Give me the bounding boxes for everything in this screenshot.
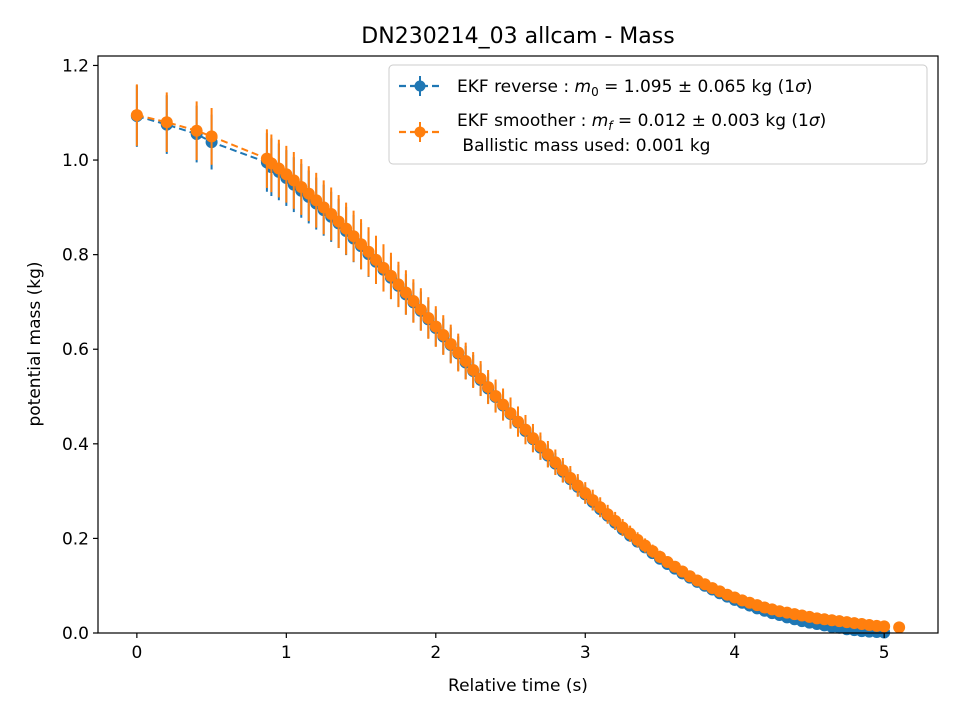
series-1-point-41: [534, 440, 547, 453]
x-tick-label-1: 1: [281, 643, 292, 663]
legend-label-ballistic-mass: Ballistic mass used: 0.001 kg: [457, 136, 710, 156]
legend-label-ekf-reverse-subscript: 0: [591, 85, 599, 99]
legend-label-ekf-reverse-symbol: m: [575, 77, 592, 97]
series-1-point-27: [429, 320, 442, 333]
series-1-point-19: [370, 253, 383, 266]
legend-marker-ekf-reverse: [414, 80, 426, 92]
series-1-point-39: [519, 423, 532, 436]
series-1-point-15: [340, 222, 353, 235]
series-1-point-22: [392, 278, 405, 291]
series-1-point-11: [310, 194, 323, 207]
plot-frame: [97, 55, 939, 634]
series-1-point-30: [452, 346, 465, 359]
series-1-point-29: [444, 338, 457, 351]
legend-label-ekf-smoother-symbol: m: [592, 111, 609, 131]
series-1-point-0: [130, 109, 143, 122]
legend-label-ekf-smoother-subscript: f: [608, 119, 614, 133]
series-1-point-16: [347, 230, 360, 243]
legend-entry-ekf-reverse: EKF reverse : m0 = 1.095 ± 0.065 kg (1σ): [399, 76, 812, 99]
y-tick-label-1: 0.2: [62, 529, 89, 549]
x-tick-label-5: 5: [879, 643, 890, 663]
series-1-point-38: [512, 415, 524, 428]
series-1-point-47: [579, 487, 592, 500]
legend-label-ekf-smoother-value: = 0.012 ± 0.003 kg (1: [613, 111, 809, 131]
chart-title: DN230214_03 allcam - Mass: [361, 24, 674, 49]
series-1-point-42: [541, 448, 554, 461]
plot-series-group: [130, 84, 906, 639]
y-tick-label-6: 1.2: [62, 56, 89, 76]
series-1-point-23: [399, 286, 412, 299]
y-tick-label-0: 0.0: [62, 624, 89, 644]
legend-entry-ekf-smoother: EKF smoother : mf = 0.012 ± 0.003 kg (1σ…: [399, 111, 826, 156]
series-1-point-44: [556, 464, 569, 477]
legend-label-ekf-smoother-close: ): [820, 111, 827, 131]
series-1-point-25: [414, 303, 427, 316]
legend-label-ekf-smoother: EKF smoother : mf = 0.012 ± 0.003 kg (1σ…: [457, 111, 826, 133]
series-1-point-49: [594, 501, 607, 514]
x-axis-label: Relative time (s): [448, 676, 588, 696]
series-1-point-1: [160, 116, 173, 129]
x-tick-label-0: 0: [131, 643, 142, 663]
legend: EKF reverse : m0 = 1.095 ± 0.065 kg (1σ)…: [388, 64, 928, 165]
legend-label-ekf-reverse-sigma: σ: [795, 77, 807, 97]
legend-label-ekf-reverse: EKF reverse : m0 = 1.095 ± 0.065 kg (1σ): [457, 77, 812, 99]
legend-label-ekf-reverse-close: ): [806, 77, 813, 97]
x-tick-label-3: 3: [580, 643, 591, 663]
series-1-point-2: [190, 124, 203, 137]
legend-label-ekf-reverse-main: EKF reverse :: [457, 77, 575, 97]
series-1-point-88: [893, 621, 906, 634]
series-1-point-33: [474, 372, 487, 385]
x-tick-label-2: 2: [430, 643, 441, 663]
series-1-point-20: [377, 261, 390, 274]
series-1-point-31: [459, 355, 472, 368]
series-1-point-14: [332, 215, 345, 228]
series-1-point-18: [362, 245, 375, 258]
series-1-point-24: [407, 294, 420, 307]
series-1-point-13: [325, 207, 338, 220]
series-1-point-43: [549, 456, 562, 469]
legend-label-ekf-smoother-main: EKF smoother :: [457, 111, 592, 131]
series-1-point-45: [564, 471, 577, 484]
series-1-point-32: [467, 364, 480, 377]
x-axis: 0 1 2 3 4 5: [131, 633, 890, 663]
series-1-point-34: [482, 381, 495, 394]
x-tick-label-4: 4: [729, 643, 740, 663]
legend-marker-ekf-smoother: [414, 126, 426, 138]
series-1-point-35: [489, 390, 502, 403]
series-1-point-28: [437, 329, 450, 342]
series-1-point-46: [571, 479, 584, 492]
series-1-point-36: [497, 398, 510, 411]
y-tick-label-3: 0.6: [62, 340, 89, 360]
legend-box: [388, 64, 928, 165]
series-1-point-87: [878, 620, 891, 633]
y-axis: 0.0 0.2 0.4 0.6 0.8 1.0 1.2: [62, 56, 98, 644]
series-1-point-3: [205, 130, 218, 143]
series-1-point-37: [504, 407, 517, 420]
y-tick-label-4: 0.8: [62, 246, 89, 266]
series-1-point-48: [586, 494, 599, 507]
series-1-point-17: [355, 238, 368, 251]
y-tick-label-5: 1.0: [62, 151, 89, 171]
series-1-point-21: [384, 269, 397, 282]
legend-label-ekf-reverse-value: = 1.095 ± 0.065 kg (1: [599, 77, 795, 97]
legend-label-ekf-smoother-sigma: σ: [809, 111, 821, 131]
y-tick-label-2: 0.4: [62, 435, 89, 455]
series-1-group: [130, 84, 906, 634]
series-1-point-40: [526, 432, 539, 445]
y-axis-label: potential mass (kg): [25, 261, 45, 426]
series-1-point-26: [422, 312, 435, 325]
